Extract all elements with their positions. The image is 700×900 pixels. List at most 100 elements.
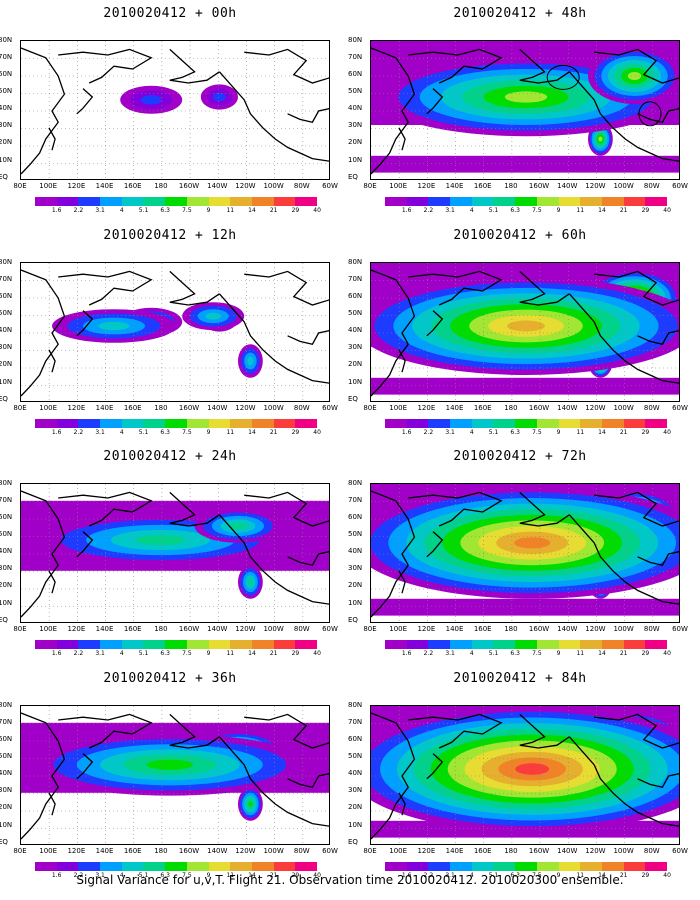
coastline — [408, 270, 503, 306]
longitude-label: 100E — [389, 847, 408, 855]
colorbar-swatch — [406, 419, 429, 428]
forecast-panel: 2010020412 + 48h 80N 70N 60N 50N 40N 30N 20N 10N… — [348, 0, 690, 214]
figure-caption: Signal Variance for u,v,T. Flight 21. Ob… — [76, 873, 624, 887]
variance-map — [20, 483, 330, 623]
latitude-label: 30N — [348, 786, 363, 795]
colorbar-label: 2.2 — [423, 207, 434, 214]
colorbar-label: 1.6 — [51, 650, 62, 657]
colorbar-swatch — [35, 197, 57, 206]
longitude-label: 160W — [528, 182, 550, 190]
colorbar-swatch — [385, 862, 407, 871]
colorbar-swatch — [536, 197, 559, 206]
coastline — [519, 48, 570, 84]
longitude-label: 160E — [123, 404, 142, 412]
longitude-label: 120W — [235, 847, 256, 855]
colorbar-swatch — [35, 640, 57, 649]
colorbar-swatch — [493, 419, 516, 428]
coastline — [519, 270, 570, 306]
colorbar-label: 11 — [576, 207, 585, 214]
coastline — [568, 736, 679, 827]
colorbar-swatch — [450, 197, 472, 206]
coastline — [58, 270, 153, 306]
longitude-label: 100E — [39, 404, 58, 412]
colorbar-label: 29 — [291, 650, 300, 657]
colorbar-swatch — [186, 862, 209, 871]
latitude-label: 40N — [348, 326, 363, 335]
coastline — [398, 127, 406, 151]
coastline — [594, 270, 679, 306]
colorbar-swatch — [56, 197, 79, 206]
colorbar-label: 11 — [576, 650, 585, 657]
latitude-label: 60N — [348, 735, 363, 744]
latitude-label: 80N — [348, 36, 363, 44]
colorbar-swatch — [165, 640, 187, 649]
panel-title: 2010020412 + 84h — [453, 671, 587, 686]
longitude-label: 60W — [672, 625, 688, 633]
colorbar-label: 11 — [226, 429, 235, 436]
longitude-label: 80E — [13, 625, 27, 633]
colorbar-label: 1.6 — [51, 872, 62, 879]
latitude-label: 40N — [348, 104, 363, 113]
latitude-label: EQ — [0, 615, 8, 624]
colorbar-swatch — [493, 862, 516, 871]
colorbar-label: 2.2 — [423, 650, 434, 657]
variance-map — [370, 483, 680, 623]
longitude-label: 100E — [39, 182, 58, 190]
colorbar-label: 7.5 — [182, 429, 192, 436]
longitude-label: 100W — [263, 625, 284, 633]
colorbar-label: 29 — [291, 872, 300, 879]
longitude-label: 80W — [293, 847, 310, 855]
latitude-label: 50N — [348, 309, 363, 318]
colorbar-label: 3.1 — [95, 650, 105, 657]
colorbar-swatch — [558, 197, 581, 206]
colorbar-label: 1.6 — [401, 429, 412, 436]
colorbar-label: 9 — [206, 650, 211, 657]
colorbar-label: 2.2 — [73, 650, 84, 657]
longitude-label: 60W — [322, 404, 338, 412]
colorbar-label: 5.1 — [488, 872, 499, 879]
coastline — [371, 712, 416, 840]
longitude-label: 100W — [263, 847, 284, 855]
coastline — [76, 310, 94, 337]
colorbar-label: 5.1 — [138, 872, 149, 879]
colorbar-label: 5.1 — [138, 207, 149, 214]
latitude-label: 80N — [0, 701, 13, 709]
colorbar-label: 40 — [663, 429, 671, 436]
colorbar-label: 9 — [556, 429, 561, 436]
longitude-label: 80E — [363, 847, 377, 855]
latitude-label: 20N — [348, 138, 363, 147]
latitude-label: 50N — [348, 752, 363, 761]
latitude-label: 40N — [0, 769, 13, 778]
colorbar-swatch — [515, 197, 537, 206]
colorbar-swatch — [273, 640, 296, 649]
colorbar-label: 14 — [598, 207, 606, 214]
coastline — [637, 550, 679, 566]
colorbar-swatch — [100, 862, 122, 871]
forecast-panel: 2010020412 + 24h 80N 70N 60N 50N 40N 30N 20N 10N… — [0, 443, 340, 657]
colorbar-label: 1.6 — [401, 207, 412, 214]
longitude-label: 60W — [672, 847, 688, 855]
latitude-label: EQ — [0, 172, 8, 181]
colorbar-swatch — [78, 640, 101, 649]
colorbar-swatch — [186, 640, 209, 649]
longitude-label: 100E — [389, 404, 408, 412]
latitude-label: 70N — [0, 53, 13, 62]
colorbar-swatch — [515, 640, 537, 649]
colorbar-swatch — [121, 419, 144, 428]
colorbar-label: 7.5 — [532, 429, 542, 436]
longitude-label: 180 — [154, 625, 168, 633]
longitude-label: 140E — [445, 182, 464, 190]
colorbar-label: 11 — [226, 207, 235, 214]
latitude-label: 10N — [348, 377, 363, 386]
colorbar-swatch — [165, 862, 187, 871]
colorbar-label: 21 — [269, 207, 278, 214]
longitude-label: 160E — [473, 625, 492, 633]
longitude-label: 60W — [322, 182, 338, 190]
colorbar-swatch — [623, 419, 646, 428]
colorbar-label: 3.1 — [95, 207, 105, 214]
tropical-variance-band — [371, 598, 679, 616]
longitude-label: 60W — [672, 182, 688, 190]
variance-contour — [213, 92, 226, 102]
colorbar-swatch — [251, 640, 274, 649]
latitude-label: 50N — [0, 87, 13, 96]
